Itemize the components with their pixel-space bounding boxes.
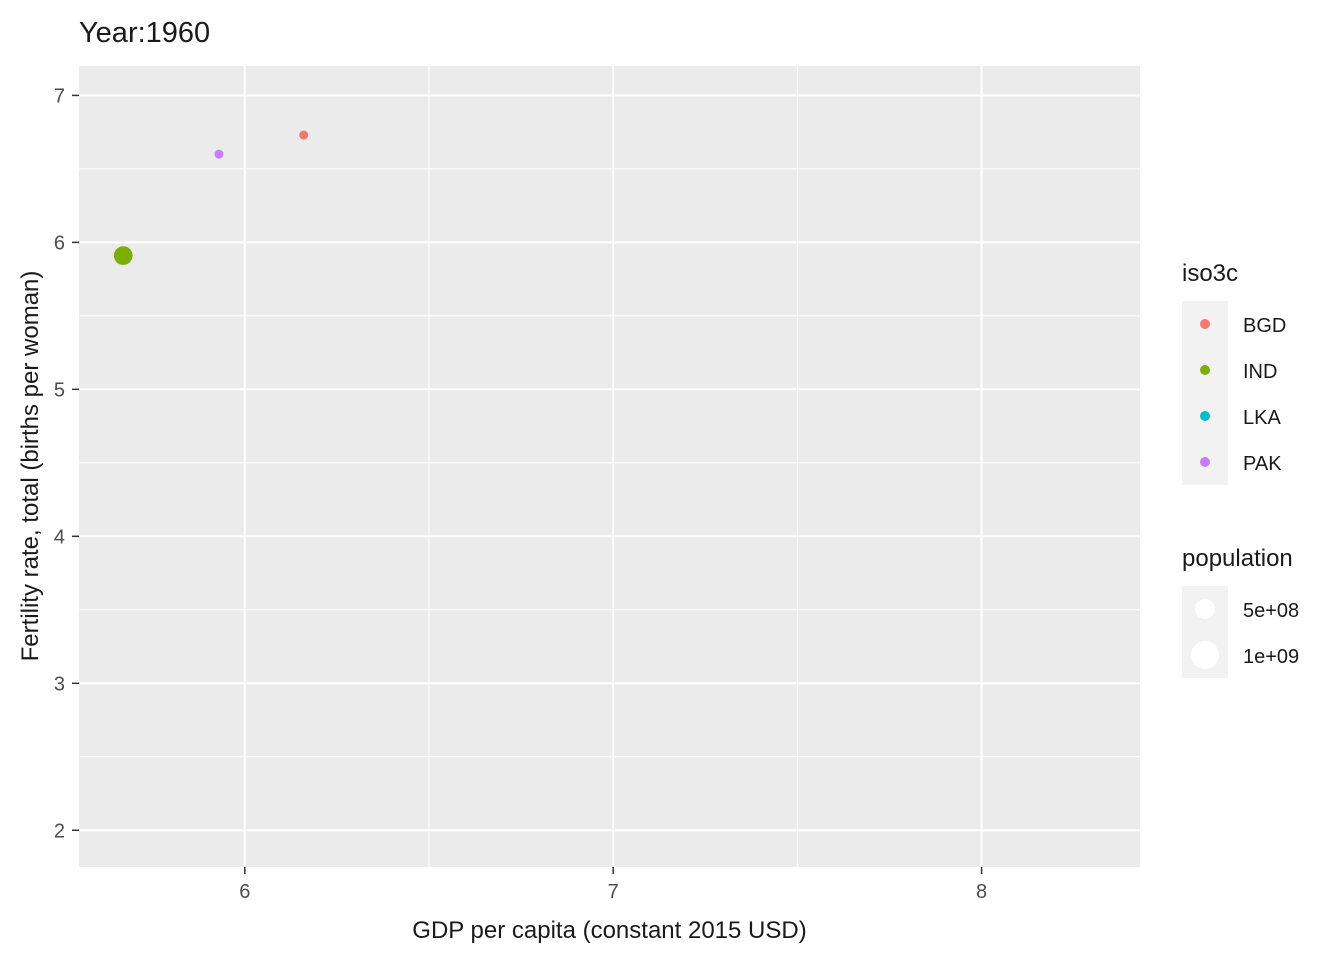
color-legend-key-bgd <box>1200 319 1210 329</box>
x-tick-label: 7 <box>608 881 619 903</box>
x-axis: 6 7 8 <box>239 867 987 903</box>
color-legend-key-pak <box>1200 457 1210 467</box>
size-legend-key <box>1191 641 1219 669</box>
y-axis: 2 3 4 5 6 7 <box>54 85 79 842</box>
y-tick-label: 5 <box>54 379 65 401</box>
y-tick-label: 4 <box>54 526 65 548</box>
plot-panel <box>79 66 1140 867</box>
x-tick-label: 8 <box>976 881 987 903</box>
y-tick-label: 3 <box>54 673 65 695</box>
point-ind <box>113 246 133 265</box>
color-legend-key-background <box>1182 301 1228 485</box>
chart-title: Year:1960 <box>79 17 210 49</box>
y-tick-label: 6 <box>54 232 65 254</box>
color-legend-label-lka: LKA <box>1243 407 1281 429</box>
minor-gridlines <box>79 66 1140 867</box>
color-legend-key-ind <box>1200 365 1210 375</box>
color-legend-entries: BGD IND LKA PAK <box>1200 315 1286 475</box>
y-axis-title: Fertility rate, total (births per woman) <box>17 271 44 662</box>
color-legend-label-bgd: BGD <box>1243 315 1286 337</box>
size-legend-label: 5e+08 <box>1243 600 1299 622</box>
size-legend-entries: 5e+08 1e+09 <box>1191 599 1299 669</box>
size-legend-key <box>1195 599 1215 619</box>
x-axis-title: GDP per capita (constant 2015 USD) <box>412 917 806 944</box>
y-tick-label: 2 <box>54 820 65 842</box>
color-legend: iso3c BGD IND LKA PAK <box>1182 260 1286 485</box>
point-bgd <box>299 130 309 140</box>
y-tick-label: 7 <box>54 85 65 107</box>
size-legend-title: population <box>1182 545 1293 572</box>
color-legend-label-ind: IND <box>1243 361 1277 383</box>
size-legend: population 5e+08 1e+09 <box>1182 545 1299 678</box>
color-legend-label-pak: PAK <box>1243 453 1282 475</box>
major-gridlines <box>79 66 1140 867</box>
point-pak <box>214 149 224 159</box>
x-tick-label: 6 <box>239 881 250 903</box>
data-points <box>113 130 309 265</box>
color-legend-title: iso3c <box>1182 260 1238 287</box>
color-legend-key-lka <box>1200 411 1210 421</box>
size-legend-label: 1e+09 <box>1243 646 1299 668</box>
